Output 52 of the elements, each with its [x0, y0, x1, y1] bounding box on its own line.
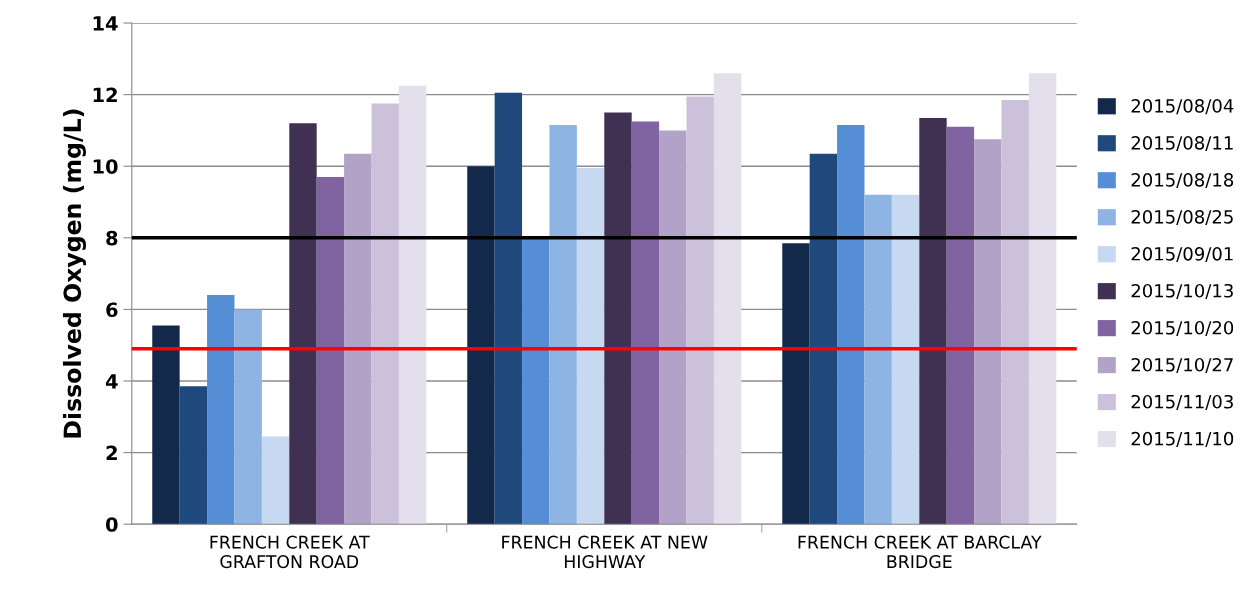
bar	[891, 194, 920, 525]
bar	[659, 130, 687, 525]
bar	[494, 92, 523, 525]
y-tick-label: 10	[93, 159, 118, 174]
bar	[837, 125, 865, 525]
y-tick-label: 8	[106, 230, 118, 246]
legend-label: 2015/08/25	[1131, 210, 1233, 226]
legend-label: 2015/10/20	[1131, 320, 1234, 337]
bar	[261, 436, 290, 525]
bar	[467, 166, 495, 525]
bar	[371, 103, 399, 525]
legend-label: 2015/08/18	[1131, 173, 1234, 189]
y-tick-label: 4	[105, 374, 118, 389]
bar	[946, 126, 975, 525]
legend-label: 2015/11/03	[1131, 394, 1233, 410]
x-tick-label: FRENCH CREEK AT BARCLAY BRIDGE	[798, 535, 1042, 569]
bar	[179, 386, 208, 525]
bar	[1028, 73, 1057, 525]
bar	[289, 123, 317, 525]
bar	[398, 85, 427, 525]
bar	[316, 176, 345, 525]
legend-label: 2015/09/01	[1131, 246, 1233, 263]
y-tick-label: 14	[93, 16, 118, 31]
x-tick-label: FRENCH CREEK AT GRAFTON ROAD	[210, 535, 370, 569]
bar	[631, 121, 660, 525]
bar	[782, 243, 810, 525]
y-tick-label: 12	[93, 87, 117, 103]
bar	[809, 153, 838, 525]
legend-label: 2015/08/11	[1131, 136, 1233, 152]
bar	[549, 125, 577, 525]
bar	[207, 295, 235, 525]
bar	[152, 325, 180, 525]
legend-label: 2015/08/04	[1131, 99, 1234, 115]
bar	[234, 309, 262, 525]
x-tick-label: FRENCH CREEK AT NEW HIGHWAY	[502, 535, 708, 569]
bar	[1001, 99, 1029, 525]
bar	[576, 168, 605, 525]
bar	[974, 139, 1002, 525]
bar	[864, 194, 892, 525]
bar	[919, 117, 947, 525]
y-tick-label: 6	[106, 302, 118, 318]
y-tick-label: 0	[105, 517, 118, 532]
bar	[686, 96, 714, 525]
legend-label: 2015/10/27	[1131, 357, 1233, 373]
bar	[604, 112, 632, 525]
y-tick-label: 2	[106, 445, 117, 460]
legend-label: 2015/11/10	[1131, 431, 1234, 447]
legend-label: 2015/10/13	[1131, 283, 1233, 300]
bar	[713, 73, 742, 525]
bar	[344, 153, 372, 525]
y-axis-title: Dissolved Oxygen (mg/L)	[62, 109, 86, 438]
bar	[522, 237, 550, 525]
